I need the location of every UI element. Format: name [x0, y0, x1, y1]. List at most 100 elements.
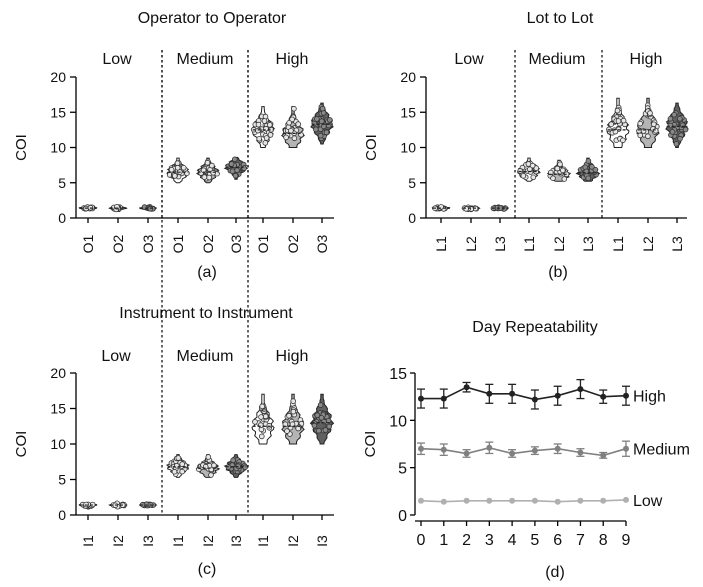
data-point: [615, 118, 622, 124]
x-tick-label: O2: [285, 234, 301, 253]
series-point: [600, 452, 607, 459]
series-point: [531, 447, 538, 454]
x-tick-label: O2: [200, 234, 216, 253]
data-point: [650, 121, 657, 128]
series-point: [600, 393, 607, 400]
data-point: [673, 141, 680, 147]
y-tick-label: 10: [50, 140, 66, 156]
y-axis-label: COI: [363, 134, 380, 161]
data-point: [175, 455, 182, 461]
series-line: [421, 386, 627, 401]
group-label: High: [276, 348, 309, 365]
data-point: [262, 140, 269, 146]
data-point: [592, 166, 599, 173]
x-tick-label: L2: [551, 236, 567, 252]
y-axis-label: COI: [13, 134, 30, 161]
series-point: [554, 392, 561, 399]
group-label: High: [276, 51, 309, 68]
data-point: [174, 462, 180, 469]
data-point: [256, 136, 263, 142]
data-point: [585, 158, 592, 164]
data-point: [263, 135, 270, 141]
x-tick-label: O3: [140, 234, 156, 253]
data-point: [174, 164, 181, 171]
series-point: [600, 497, 607, 504]
data-point: [234, 167, 240, 174]
data-point: [258, 414, 264, 420]
data-point: [669, 129, 676, 135]
data-point: [550, 175, 556, 182]
data-point: [290, 398, 297, 404]
data-point: [241, 165, 247, 171]
data-point: [529, 162, 536, 169]
data-point: [267, 132, 274, 138]
data-point: [284, 428, 290, 434]
data-point: [289, 421, 296, 428]
x-tick-label: 8: [599, 532, 608, 549]
group-label: High: [630, 51, 663, 68]
series-point: [463, 450, 470, 457]
x-tick-label: I1: [170, 535, 186, 547]
data-point: [314, 116, 320, 122]
y-tick-label: 15: [389, 366, 407, 383]
series-point: [623, 392, 629, 399]
series-point: [623, 445, 629, 452]
series-point: [463, 384, 470, 391]
data-point: [232, 172, 239, 179]
x-tick-label: I3: [228, 535, 244, 547]
panel-title: Instrument to Instrument: [119, 305, 293, 322]
data-point: [168, 166, 175, 173]
series-label: Medium: [633, 442, 690, 459]
x-tick-label: O1: [255, 234, 271, 253]
data-point: [667, 122, 674, 129]
x-tick-label: O1: [170, 234, 186, 253]
x-tick-label: L1: [433, 236, 449, 252]
data-point: [141, 204, 148, 210]
series-point: [509, 497, 516, 504]
data-point: [208, 472, 214, 478]
series-label: High: [633, 389, 666, 406]
x-tick-label: O1: [80, 234, 96, 253]
data-point: [252, 419, 258, 425]
x-tick-label: O2: [110, 234, 126, 253]
x-tick-label: 9: [622, 532, 631, 549]
series-point: [531, 396, 538, 403]
series-point: [440, 498, 447, 505]
data-point: [288, 128, 294, 134]
x-tick-label: I1: [80, 535, 96, 547]
data-point: [463, 206, 470, 212]
group-label: Low: [454, 51, 484, 68]
x-tick-label: L2: [463, 236, 479, 252]
series-point: [623, 496, 629, 503]
group-label: Low: [101, 348, 131, 365]
y-tick-label: 0: [58, 210, 66, 226]
series-label: Low: [633, 493, 663, 510]
data-point: [229, 168, 236, 175]
panel-label: (a): [197, 264, 217, 281]
data-point: [561, 176, 568, 182]
data-point: [180, 165, 187, 171]
data-point: [316, 427, 322, 434]
data-point: [291, 105, 297, 112]
data-point: [204, 159, 211, 166]
data-point: [184, 170, 190, 177]
data-point: [312, 126, 319, 133]
group-label: Medium: [177, 51, 234, 68]
series-point: [440, 446, 447, 453]
y-tick-label: 20: [50, 69, 66, 85]
data-point: [637, 120, 643, 127]
x-tick-label: 6: [553, 532, 562, 549]
data-point: [554, 165, 561, 172]
y-axis-label: COI: [13, 431, 30, 458]
y-axis-label: COI: [362, 431, 379, 458]
data-point: [318, 414, 325, 421]
data-point: [143, 501, 150, 508]
series-point: [486, 390, 493, 397]
data-point: [530, 174, 537, 181]
data-point: [255, 127, 261, 134]
x-tick-label: L2: [640, 236, 656, 252]
data-point: [317, 132, 324, 139]
y-tick-label: 5: [398, 461, 407, 478]
panel-title: Day Repeatability: [472, 319, 597, 336]
